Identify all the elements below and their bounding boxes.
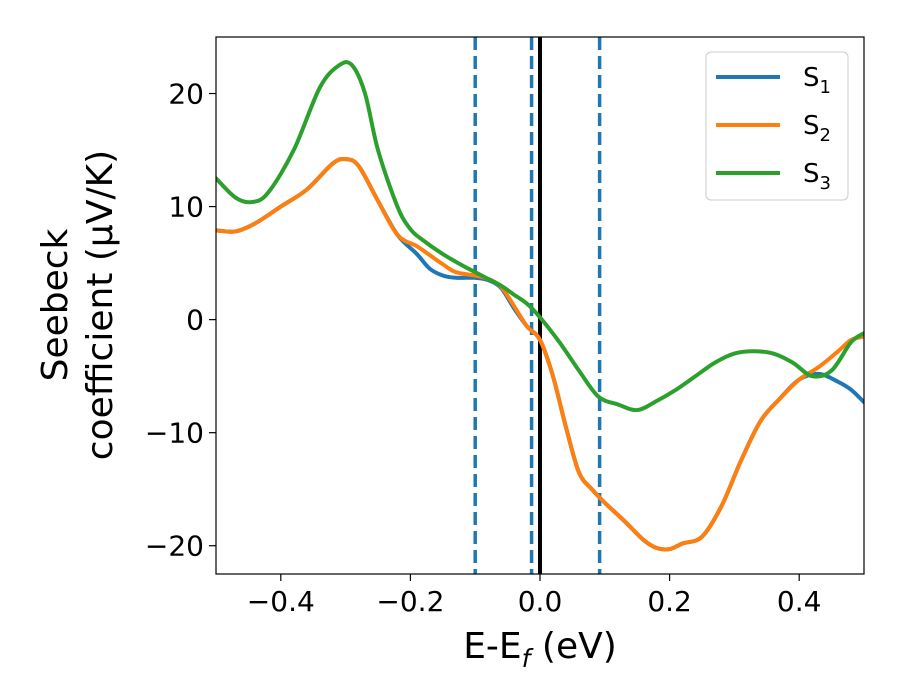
- x-tick-label: 0.0: [518, 585, 563, 618]
- legend-label-s3-base: S: [803, 159, 820, 189]
- legend-label-s2: S2: [803, 111, 831, 146]
- legend-label-s1-sub: 1: [820, 77, 831, 98]
- y-tick-label: 20: [168, 78, 204, 111]
- legend: S1 S2 S3: [705, 51, 849, 201]
- y-tick-label: −10: [145, 417, 204, 450]
- legend-label-s2-sub: 2: [820, 125, 831, 146]
- x-axis: −0.4 −0.2 0.0 0.2 0.4: [247, 574, 822, 618]
- x-tick-label: −0.4: [247, 585, 315, 618]
- y-axis: −20 −10 0 10 20: [145, 78, 216, 563]
- legend-label-s3-sub: 3: [820, 173, 831, 194]
- legend-label-s1: S1: [803, 63, 831, 98]
- y-tick-label: 10: [168, 191, 204, 224]
- legend-label-s3: S3: [803, 159, 831, 194]
- y-tick-label: −20: [145, 530, 204, 563]
- x-tick-label: −0.2: [376, 585, 444, 618]
- series-line-s3: [216, 60, 864, 413]
- x-tick-label: 0.4: [777, 585, 822, 618]
- legend-label-s2-base: S: [803, 111, 820, 141]
- y-tick-label: 0: [186, 304, 204, 337]
- x-tick-label: 0.2: [647, 585, 692, 618]
- x-axis-title: E-Ef (eV): [463, 626, 617, 673]
- y-axis-title-line-1: Seebeck: [35, 228, 76, 381]
- x-axis-title-base: E-E: [463, 626, 521, 667]
- series-line-s2: [216, 156, 864, 552]
- legend-label-s1-base: S: [803, 63, 820, 93]
- x-axis-title-tail: (eV): [530, 626, 616, 667]
- series-layer: [216, 60, 864, 552]
- y-axis-title-line-2: coefficient (μV/K): [80, 150, 121, 460]
